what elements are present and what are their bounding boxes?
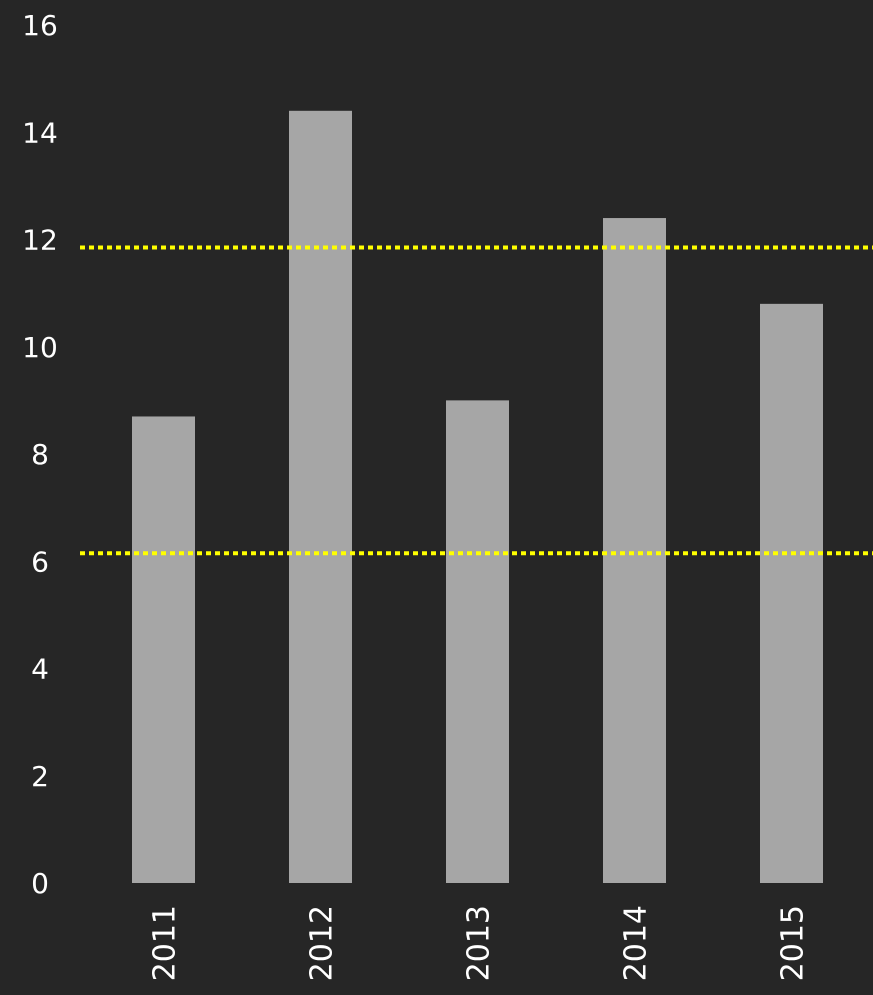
y-tick-label: 16 [22,9,58,42]
x-tick-label: 2011 [148,905,183,981]
x-tick-label: 2012 [305,905,340,981]
reference-lines [80,245,873,556]
y-tick-label: 6 [31,545,49,578]
x-tick-label: 2013 [462,905,497,981]
bar-series [132,110,823,884]
y-axis-ticks: 0 2 4 6 8 10 12 14 16 [22,9,58,900]
y-tick-label: 0 [31,867,49,900]
x-tick-label: 2014 [619,905,654,981]
x-tick-label: 2015 [776,905,811,981]
y-tick-label: 8 [31,438,49,471]
y-tick-label: 10 [22,331,58,364]
y-tick-label: 4 [31,653,49,686]
y-tick-label: 14 [22,116,58,149]
bar-2013 [446,400,509,883]
bar-2014 [603,218,666,884]
bar-2015 [760,303,823,884]
y-tick-label: 12 [22,224,58,257]
y-tick-label: 2 [31,760,49,793]
x-axis-ticks: 2011 2012 2013 2014 2015 [148,905,811,981]
bar-2011 [132,416,195,883]
bar-2012 [289,110,352,884]
